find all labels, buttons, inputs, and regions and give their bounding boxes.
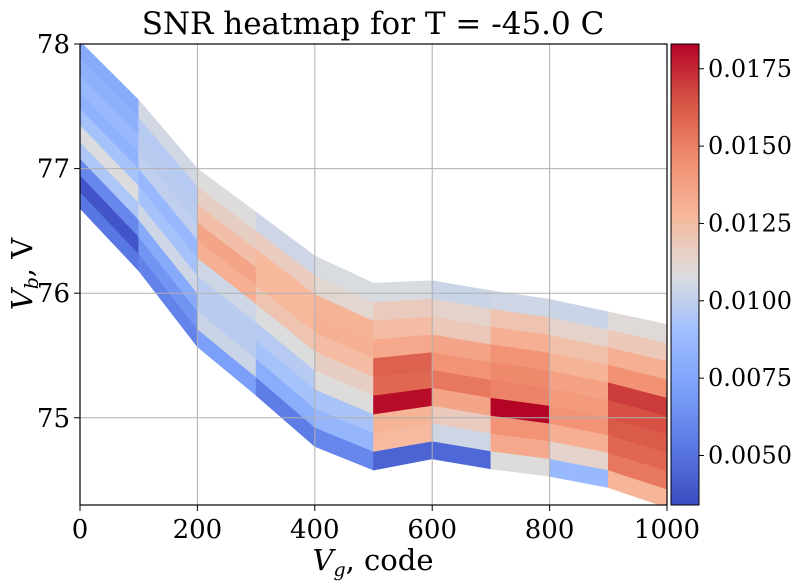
colorbar-tick-label: 0.0075 [708,364,792,392]
heatmap-cell [607,399,667,435]
heatmap-cell [607,416,667,453]
x-tick-label: 800 [525,515,575,545]
heatmap-cell [373,280,433,303]
heatmap-cell [607,434,667,472]
heatmap-cell [607,364,667,398]
x-tick-label: 200 [173,515,223,545]
y-tick-label: 78 [37,30,70,60]
colorbar-tick-label: 0.0100 [708,287,792,315]
heatmap-cells [80,44,667,505]
colorbar-ticks: 0.0050 0.0075 0.0100 0.0125 0.0150 0.0175 [699,55,792,469]
y-tick-label: 77 [37,155,70,185]
colorbar-tick-label: 0.0050 [708,441,792,469]
heatmap-cell [373,298,433,321]
y-axis-label: Vb, V [5,237,43,311]
colorbar [670,43,700,506]
heatmap-cell [607,452,667,490]
y-tick-label: 75 [37,404,70,434]
x-tick-label: 0 [72,515,89,545]
x-tick-label: 600 [407,515,457,545]
heatmap-cell [607,311,667,343]
heatmap-cell [607,329,667,362]
heatmap-cell [607,381,667,417]
x-tick-label: 400 [290,515,340,545]
x-tick-label: 1000 [634,515,700,545]
x-axis-ticks: 0 200 400 600 800 1000 [72,505,700,545]
y-tick-label: 76 [37,279,70,309]
colorbar-tick-label: 0.0150 [708,132,792,160]
plot-frame [79,43,668,506]
x-axis-label: Vg, code [313,543,434,581]
heatmap-cell [607,469,667,505]
heatmap-cell [607,346,667,380]
colorbar-tick-label: 0.0125 [708,209,792,237]
chart-title: SNR heatmap for T = -45.0 C [142,6,605,42]
y-axis-ticks: 75 76 77 78 [37,30,80,434]
colorbar-tick-label: 0.0175 [708,55,792,83]
